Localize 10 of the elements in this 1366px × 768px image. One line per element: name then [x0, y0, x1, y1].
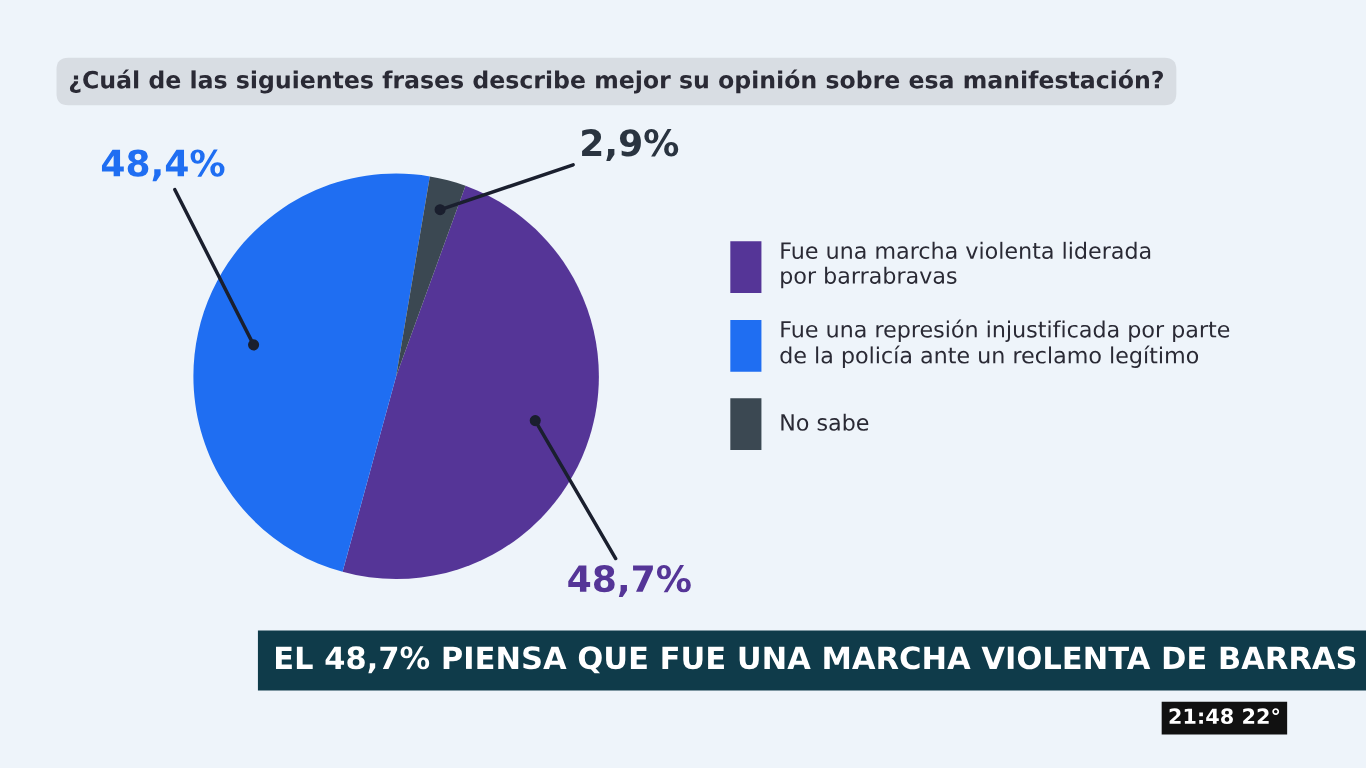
pie-slice: [396, 176, 466, 377]
legend-label: Fue una represión injustificada por parte de la policía ante un reclamo legítimo: [780, 319, 1230, 368]
text: 21:48 22°: [1169, 708, 1280, 725]
data-label: 48,4%: [101, 149, 225, 182]
text: EL 48,7% PIENSA QUE FUE UNA MARCHA VIOLENTA DE BARRAS: [276, 646, 1356, 674]
data-label: 48,7%: [568, 565, 691, 597]
chart-title: ¿Cuál de las siguientes frases describe mejor su opinión sobre esa manifestación?: [69, 69, 1163, 94]
data-label: 2,9%: [582, 129, 679, 162]
legend-label: Fue una marcha violenta liderada por barrabravas: [781, 241, 1151, 289]
legend-label: No sabe: [781, 413, 869, 431]
